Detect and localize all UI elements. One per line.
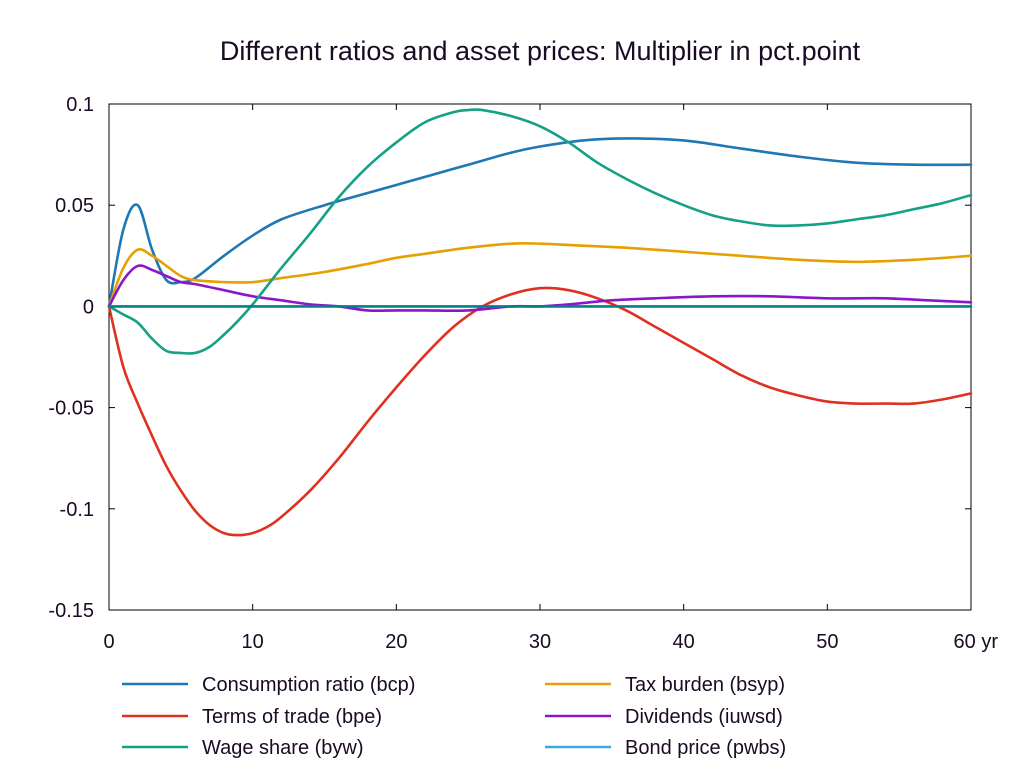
y-tick-label: -0.05: [48, 398, 94, 420]
x-tick-label: 0: [103, 631, 114, 653]
x-tick-label: 10: [242, 631, 264, 653]
x-axis: 0 10 20 30 40 50 60 yr: [103, 104, 998, 653]
x-tick-label: 40: [673, 631, 695, 653]
series-layer: [107, 108, 973, 537]
y-tick-label: 0: [83, 296, 94, 318]
chart-title: Different ratios and asset prices: Multi…: [220, 36, 861, 66]
y-tick-label: -0.15: [48, 600, 94, 622]
y-tick-label: -0.1: [60, 499, 94, 521]
x-tick-label: 50: [816, 631, 838, 653]
legend-label-consumption-ratio-bcp: Consumption ratio (bcp): [202, 674, 415, 696]
legend-label-dividends-iuwsd: Dividends (iuwsd): [625, 706, 783, 728]
y-tick-label: 0.1: [66, 94, 94, 116]
series-line-terms-of-trade-bpe: [107, 286, 973, 537]
legend-label-tax-burden-bsyp: Tax burden (bsyp): [625, 674, 785, 696]
series-line-consumption-ratio-bcp: [107, 137, 973, 308]
legend: Consumption ratio (bcp) Terms of trade (b…: [122, 674, 786, 759]
series-line-tax-burden-bsyp: [107, 241, 973, 308]
series-line-dividends-iuwsd: [107, 264, 973, 313]
x-tick-label: 20: [385, 631, 407, 653]
legend-label-terms-of-trade-bpe: Terms of trade (bpe): [202, 706, 382, 728]
x-tick-label: 60 yr: [954, 631, 999, 653]
legend-label-bond-price-pwbs: Bond price (pwbs): [625, 737, 786, 759]
x-tick-label: 30: [529, 631, 551, 653]
y-tick-label: 0.05: [55, 195, 94, 217]
y-axis: 0.1 0.05 0 -0.05 -0.1 -0.15: [48, 94, 971, 622]
legend-label-wage-share-byw: Wage share (byw): [202, 737, 364, 759]
series-line-wage-share-byw: [107, 108, 973, 355]
